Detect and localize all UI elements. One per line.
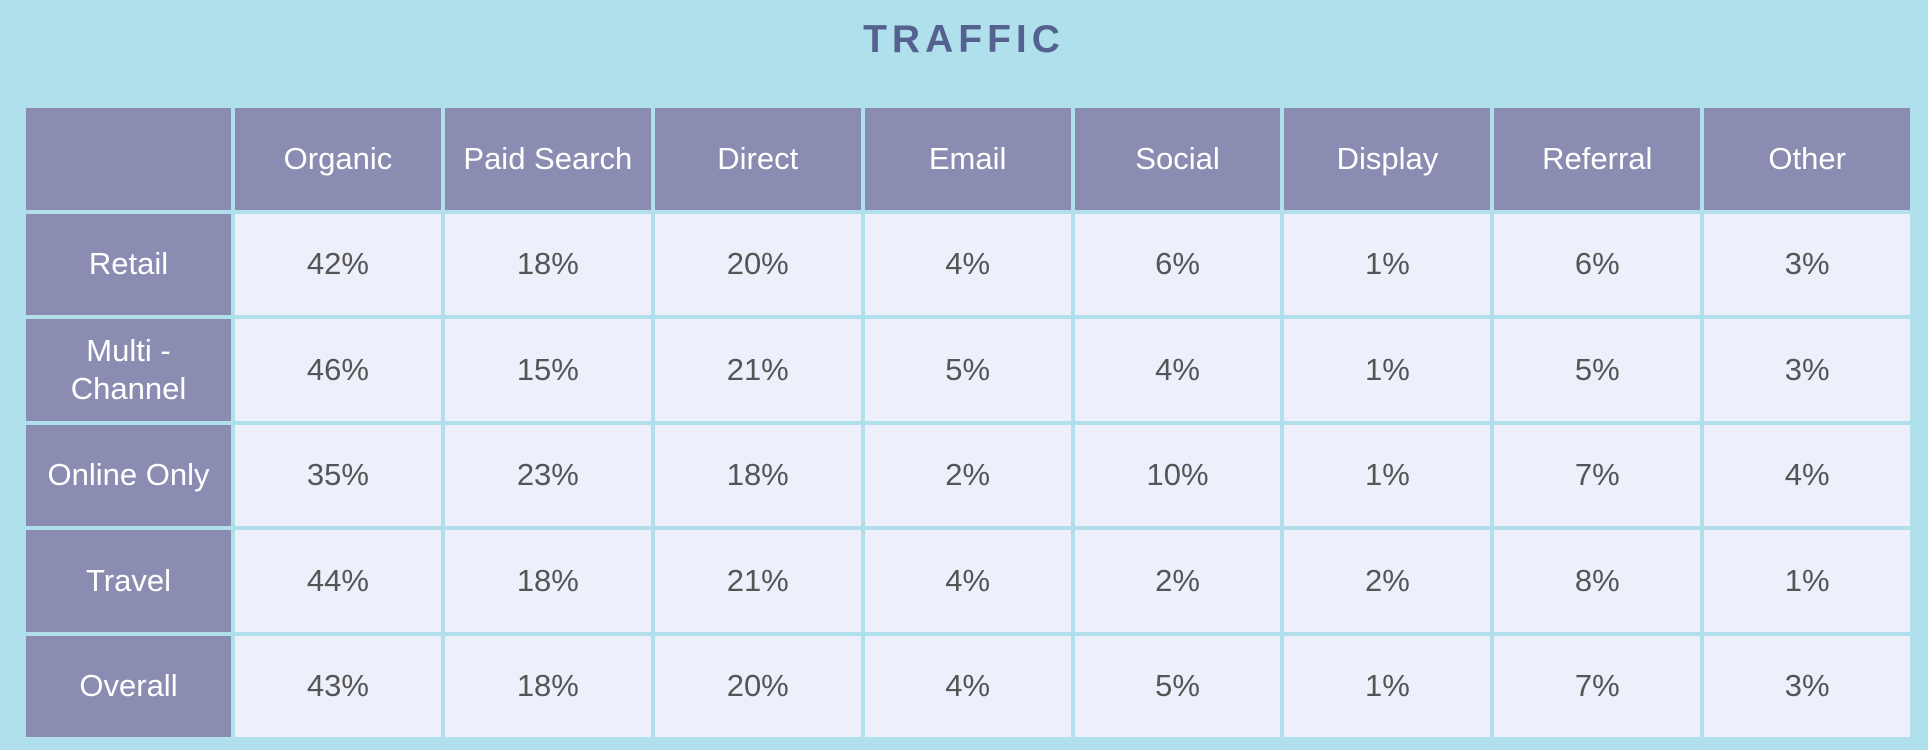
table-cell: 18% <box>444 635 651 737</box>
table-cell: 18% <box>444 530 651 632</box>
table-cell: 3% <box>1704 635 1911 737</box>
table-cell: 8% <box>1494 530 1701 632</box>
column-header: Referral <box>1494 108 1701 210</box>
table-cell: 23% <box>444 424 651 526</box>
table-cell: 7% <box>1494 635 1701 737</box>
column-header: Direct <box>654 108 861 210</box>
table-cell: 21% <box>654 530 861 632</box>
table-cell: 3% <box>1704 319 1911 421</box>
table-cell: 6% <box>1494 213 1701 315</box>
table-cell: 42% <box>235 213 441 315</box>
column-header: Organic <box>235 108 441 210</box>
table-cell: 20% <box>654 635 861 737</box>
table-cell: 18% <box>444 213 651 315</box>
table-cell: 4% <box>1704 424 1911 526</box>
table-cell: 4% <box>1074 319 1281 421</box>
table-cell: 1% <box>1704 530 1911 632</box>
table-cell: 5% <box>1494 319 1701 421</box>
table-cell: 21% <box>654 319 861 421</box>
table-cell: 1% <box>1284 635 1491 737</box>
traffic-table: Organic Paid Search Direct Email Social … <box>26 108 1914 737</box>
table-cell: 46% <box>235 319 441 421</box>
column-header: Display <box>1284 108 1491 210</box>
table-cell: 1% <box>1284 424 1491 526</box>
table-cell: 5% <box>1074 635 1281 737</box>
table-cell: 10% <box>1074 424 1281 526</box>
table-cell: 18% <box>654 424 861 526</box>
column-header: Paid Search <box>444 108 651 210</box>
table-cell: 1% <box>1284 213 1491 315</box>
row-header: Online Only <box>26 424 231 526</box>
row-header: Travel <box>26 530 231 632</box>
table-title: TRAFFIC <box>863 18 1065 61</box>
table-cell: 4% <box>864 530 1071 632</box>
corner-cell <box>26 108 231 210</box>
table-cell: 15% <box>444 319 651 421</box>
table-cell: 4% <box>864 213 1071 315</box>
column-header: Social <box>1074 108 1281 210</box>
row-header: Retail <box>26 213 231 315</box>
table-cell: 1% <box>1284 319 1491 421</box>
column-header: Email <box>864 108 1071 210</box>
table-cell: 35% <box>235 424 441 526</box>
table-cell: 2% <box>1074 530 1281 632</box>
table-cell: 3% <box>1704 213 1911 315</box>
table-cell: 6% <box>1074 213 1281 315</box>
table-cell: 7% <box>1494 424 1701 526</box>
table-cell: 2% <box>1284 530 1491 632</box>
row-header: Overall <box>26 635 231 737</box>
table-cell: 20% <box>654 213 861 315</box>
column-header: Other <box>1704 108 1911 210</box>
table-cell: 5% <box>864 319 1071 421</box>
table-cell: 44% <box>235 530 441 632</box>
row-header: Multi - Channel <box>26 319 231 421</box>
table-cell: 4% <box>864 635 1071 737</box>
table-cell: 43% <box>235 635 441 737</box>
table-cell: 2% <box>864 424 1071 526</box>
